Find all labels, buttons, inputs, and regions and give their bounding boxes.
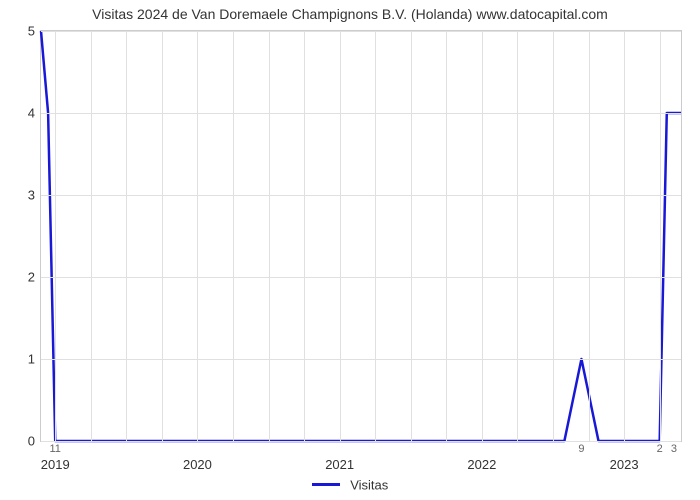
- data-point-label: 9: [578, 443, 584, 455]
- grid-line-h: [41, 113, 681, 114]
- grid-line-h: [41, 31, 681, 32]
- grid-line-v-minor: [589, 31, 590, 441]
- series-line: [41, 31, 681, 441]
- grid-line-h: [41, 441, 681, 442]
- ytick-label: 2: [28, 270, 41, 285]
- data-point-label: 3: [671, 443, 677, 455]
- chart-title: Visitas 2024 de Van Doremaele Champignon…: [0, 6, 700, 22]
- grid-line-v-minor: [126, 31, 127, 441]
- legend: Visitas: [0, 476, 700, 494]
- xtick-label: 2023: [610, 441, 639, 472]
- ytick-label: 0: [28, 434, 41, 449]
- grid-line-v-minor: [553, 31, 554, 441]
- legend-swatch: [312, 483, 340, 486]
- ytick-label: 5: [28, 24, 41, 39]
- data-point-label: 11: [50, 443, 61, 455]
- grid-line-v-minor: [162, 31, 163, 441]
- grid-line-v-minor: [269, 31, 270, 441]
- grid-line-v-minor: [517, 31, 518, 441]
- grid-line-v: [197, 31, 198, 441]
- grid-line-v-minor: [233, 31, 234, 441]
- grid-line-v-minor: [446, 31, 447, 441]
- xtick-label: 2022: [467, 441, 496, 472]
- grid-line-h: [41, 277, 681, 278]
- grid-line-v-minor: [304, 31, 305, 441]
- visits-chart: Visitas 2024 de Van Doremaele Champignon…: [0, 0, 700, 500]
- grid-line-v: [55, 31, 56, 441]
- grid-line-h: [41, 359, 681, 360]
- data-point-label: 2: [657, 443, 663, 455]
- legend-label: Visitas: [350, 477, 388, 492]
- grid-line-v-minor: [660, 31, 661, 441]
- grid-line-h: [41, 195, 681, 196]
- grid-line-v: [340, 31, 341, 441]
- ytick-label: 1: [28, 352, 41, 367]
- grid-line-v: [482, 31, 483, 441]
- grid-line-v-minor: [375, 31, 376, 441]
- plot-area: 2019202020212022202301234511923: [40, 30, 682, 442]
- grid-line-v-minor: [91, 31, 92, 441]
- grid-line-v-minor: [411, 31, 412, 441]
- ytick-label: 3: [28, 188, 41, 203]
- xtick-label: 2021: [325, 441, 354, 472]
- grid-line-v: [624, 31, 625, 441]
- xtick-label: 2020: [183, 441, 212, 472]
- ytick-label: 4: [28, 106, 41, 121]
